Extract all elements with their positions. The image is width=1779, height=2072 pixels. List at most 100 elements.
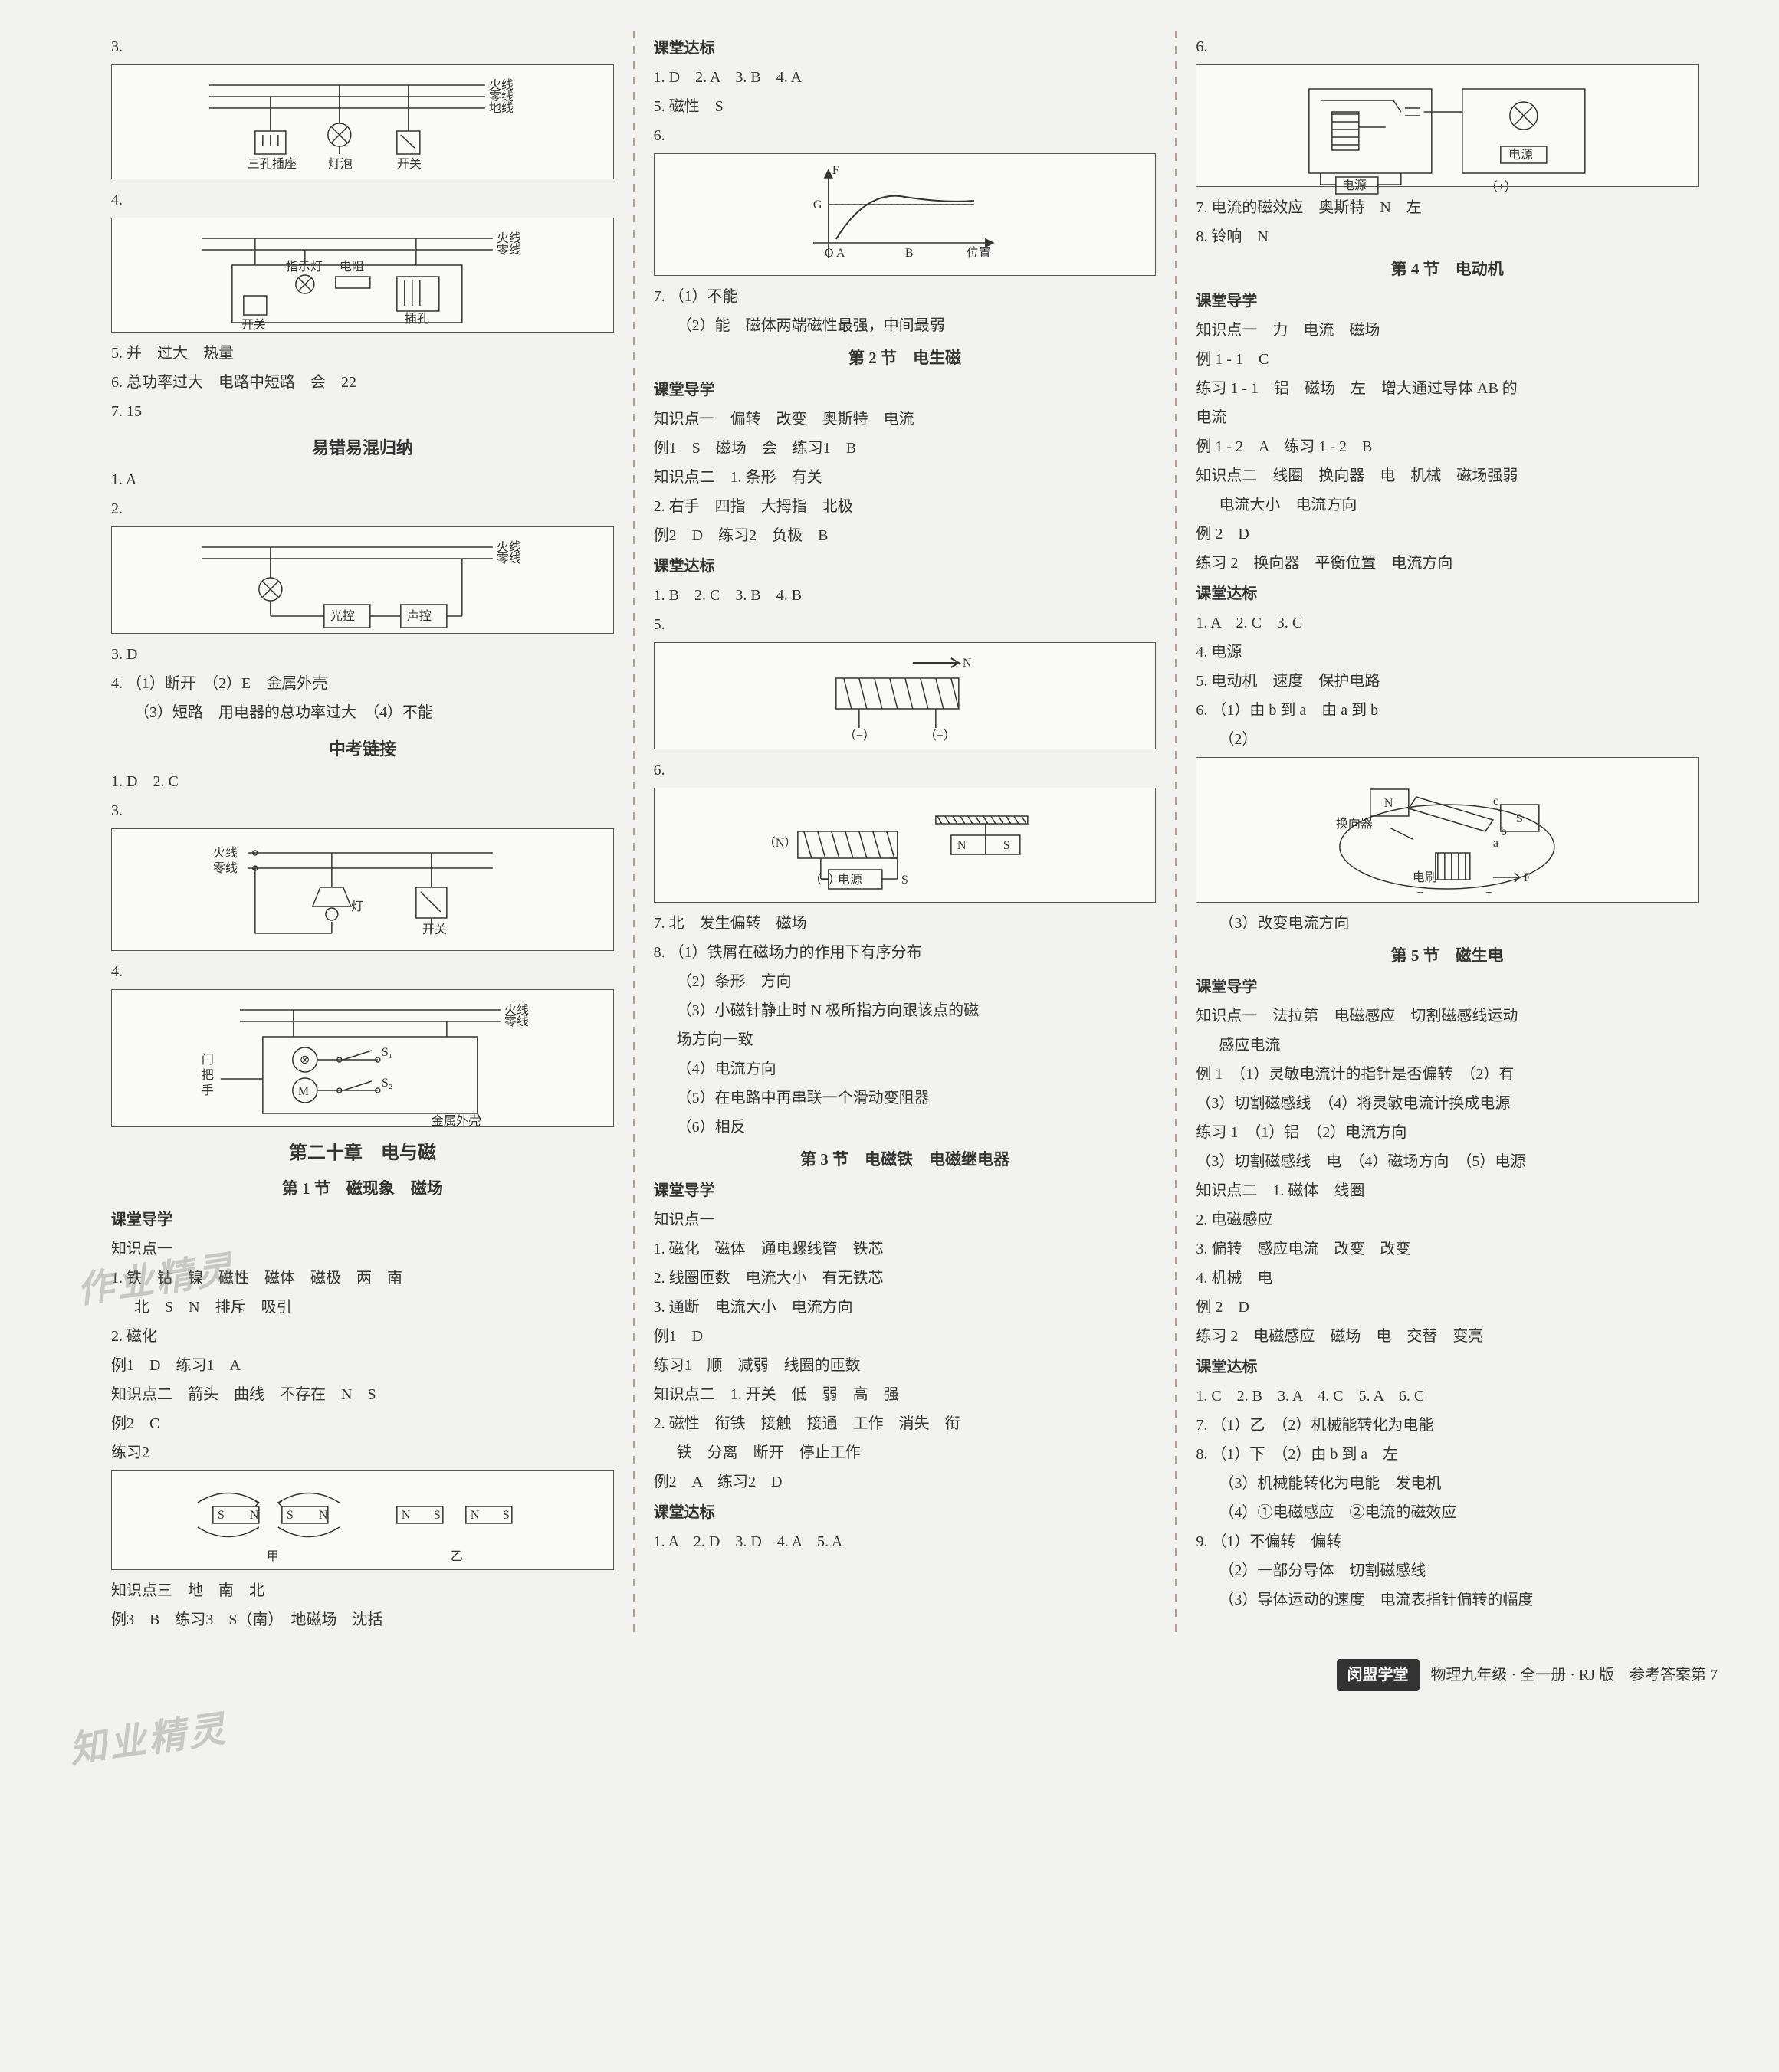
- text-line: 1. 铁 钴 镍 磁性 磁体 磁极 两 南: [111, 1265, 614, 1291]
- column-2: 课堂达标1. D 2. A 3. B 4. A5. 磁性 S6. FGAOB位置…: [635, 31, 1176, 1636]
- text-line: 知识点一: [654, 1207, 1157, 1233]
- text-line: 例 1 - 2 A 练习 1 - 2 B: [1196, 434, 1699, 460]
- svg-text:电源: 电源: [838, 873, 862, 887]
- text-line: 练习 1 - 1 铝 磁场 左 增大通过导体 AB 的: [1196, 375, 1699, 402]
- text-line: 例 2 D: [1196, 521, 1699, 547]
- svg-text:位置: 位置: [967, 246, 991, 260]
- text-line: 4. （1）断开 （2）E 金属外壳: [111, 670, 614, 697]
- text-line: 知识点二 线圈 换向器 电 机械 磁场强弱: [1196, 463, 1699, 489]
- page-columns: 3. 火线零线地线三孔插座灯泡开关4. 火线零线开关指示灯电阻插孔5. 并 过大…: [92, 31, 1718, 1636]
- diagram-number: 6.: [654, 127, 665, 144]
- svg-text:光控: 光控: [330, 609, 355, 623]
- text-line: 1. A 2. D 3. D 4. A 5. A: [654, 1529, 1157, 1555]
- svg-text:门: 门: [202, 1053, 214, 1067]
- text-line: 8. （1）下 （2）由 b 到 a 左: [1196, 1441, 1699, 1467]
- section-title: 中考链接: [111, 735, 614, 763]
- text-line: （2）: [1196, 726, 1699, 752]
- text-line: （3）改变电流方向: [1196, 910, 1699, 936]
- svg-text:乙: 乙: [451, 1550, 463, 1563]
- svg-text:G: G: [813, 198, 822, 211]
- text-line: 练习 2 换向器 平衡位置 电流方向: [1196, 550, 1699, 576]
- text-line: 9. （1）不偏转 偏转: [1196, 1529, 1699, 1555]
- text-line: 4. 电源: [1196, 639, 1699, 665]
- text-line: 2. 磁性 衔铁 接触 接通 工作 消失 衔: [654, 1411, 1157, 1437]
- text-line: 1. B 2. C 3. B 4. B: [654, 582, 1157, 608]
- text-line: 2. 磁化: [111, 1323, 614, 1349]
- subsection-title: 第 5 节 磁生电: [1196, 943, 1699, 970]
- svg-text:−: −: [1416, 887, 1423, 900]
- svg-text:电源: 电源: [1342, 179, 1367, 192]
- diagram-circuit-3wire: 3. 火线零线地线三孔插座灯泡开关: [111, 34, 614, 179]
- text-line: 知识点一 力 电流 磁场: [1196, 317, 1699, 343]
- diagram-number: 3.: [111, 802, 123, 819]
- text-line: 感应电流: [1196, 1032, 1699, 1058]
- svg-text:开关: 开关: [397, 157, 422, 171]
- text-line: 3. 通断 电流大小 电流方向: [654, 1294, 1157, 1320]
- svg-text:三孔插座: 三孔插座: [248, 157, 297, 171]
- text-line: 知识点一 偏转 改变 奥斯特 电流: [654, 406, 1157, 432]
- diagram-number: 6.: [654, 762, 665, 779]
- text-line: （2）条形 方向: [654, 969, 1157, 995]
- text-line: （4）电流方向: [654, 1056, 1157, 1082]
- text-line: 电流: [1196, 405, 1699, 431]
- text-line: 例 1 - 1 C: [1196, 346, 1699, 372]
- page-footer: 闵盟学堂 物理九年级 · 全一册 · RJ 版 参考答案第 7: [92, 1659, 1718, 1691]
- svg-text:N: N: [319, 1509, 328, 1522]
- svg-text:S: S: [287, 1509, 294, 1522]
- diagram-relay-circuit: 6. 电源电源（+）: [1196, 34, 1699, 187]
- text-line: 1. C 2. B 3. A 4. C 5. A 6. C: [1196, 1383, 1699, 1409]
- text-line: 7. 北 发生偏转 磁场: [654, 910, 1157, 936]
- svg-text:零线: 零线: [504, 1015, 529, 1028]
- svg-text:S: S: [434, 1509, 441, 1522]
- text-line: 2. 线圈匝数 电流大小 有无铁芯: [654, 1265, 1157, 1291]
- text-line: 例2 C: [111, 1411, 614, 1437]
- text-line: 知识点二 箭头 曲线 不存在 N S: [111, 1382, 614, 1408]
- text-line: 7. （1）乙 （2）机械能转化为电能: [1196, 1412, 1699, 1438]
- text-line: 例1 D: [654, 1323, 1157, 1349]
- text-line: 2. 电磁感应: [1196, 1207, 1699, 1233]
- svg-text:（−）: （−）: [809, 873, 841, 887]
- diagram-number: 2.: [111, 500, 123, 517]
- svg-text:S₂: S₂: [382, 1077, 392, 1090]
- text-line: （3）切割磁感线 电 （4）磁场方向 （5）电源: [1196, 1149, 1699, 1175]
- diagram-number: 4.: [111, 192, 123, 208]
- text-line: 例 1 （1）灵敏电流计的指针是否偏转 （2）有: [1196, 1061, 1699, 1087]
- text-line: 1. 磁化 磁体 通电螺线管 铁芯: [654, 1236, 1157, 1262]
- text-line: 1. A: [111, 467, 614, 493]
- svg-text:S: S: [1003, 839, 1010, 852]
- text-line: 例3 B 练习3 S（南） 地磁场 沈括: [111, 1607, 614, 1633]
- svg-text:零线: 零线: [213, 861, 238, 875]
- svg-text:指示灯: 指示灯: [286, 260, 323, 274]
- text-line: 知识点二 1. 条形 有关: [654, 464, 1157, 490]
- svg-text:N: N: [963, 657, 972, 670]
- text-line: （2）能 磁体两端磁性最强，中间最弱: [654, 313, 1157, 339]
- subsection-title: 第 3 节 电磁铁 电磁继电器: [654, 1146, 1157, 1174]
- text-line: 4. 机械 电: [1196, 1265, 1699, 1291]
- text-line: 6. （1）由 b 到 a 由 a 到 b: [1196, 697, 1699, 723]
- diagram-number: 6.: [1196, 38, 1207, 55]
- text-line: 7. 15: [111, 398, 614, 425]
- diagram-number: 4.: [111, 963, 123, 980]
- text-line: （3）机械能转化为电能 发电机: [1196, 1470, 1699, 1497]
- text-line: 知识点一: [111, 1236, 614, 1262]
- svg-text:（+）: （+）: [924, 729, 956, 743]
- heading: 课堂导学: [654, 1178, 1157, 1204]
- text-line: 例2 A 练习2 D: [654, 1469, 1157, 1495]
- svg-text:手: 手: [202, 1084, 214, 1097]
- svg-text:F: F: [1524, 871, 1531, 884]
- svg-text:S: S: [218, 1509, 225, 1522]
- text-line: （3）导体运动的速度 电流表指针偏转的幅度: [1196, 1587, 1699, 1613]
- column-1: 3. 火线零线地线三孔插座灯泡开关4. 火线零线开关指示灯电阻插孔5. 并 过大…: [92, 31, 633, 1636]
- text-line: （6）相反: [654, 1114, 1157, 1140]
- svg-text:插孔: 插孔: [405, 312, 429, 326]
- text-line: 5. 并 过大 热量: [111, 340, 614, 366]
- text-line: 2. 右手 四指 大拇指 北极: [654, 493, 1157, 520]
- svg-text:c: c: [1493, 795, 1498, 808]
- diagram-solenoid-arrow: 5. N（−）（+）: [654, 611, 1157, 749]
- svg-text:S₁: S₁: [382, 1046, 392, 1059]
- footer-text: 物理九年级 · 全一册 · RJ 版 参考答案第 7: [1431, 1667, 1718, 1684]
- heading: 课堂达标: [1196, 581, 1699, 607]
- svg-text:N: N: [1384, 797, 1393, 810]
- svg-text:B: B: [905, 247, 914, 260]
- heading: 课堂达标: [654, 35, 1157, 61]
